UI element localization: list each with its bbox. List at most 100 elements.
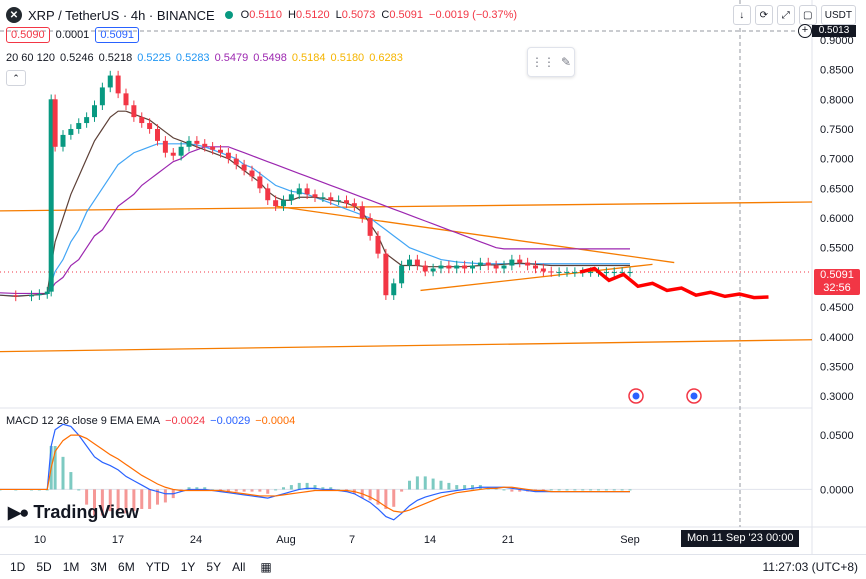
bid-price[interactable]: 0.5090: [6, 27, 50, 43]
calendar-icon[interactable]: ▦: [260, 560, 272, 574]
trend-line: [275, 205, 675, 264]
add-alert-plus-icon[interactable]: +: [798, 24, 812, 38]
ma-legend-value: 0.5225: [137, 52, 171, 64]
candle-body: [147, 123, 153, 129]
range-button[interactable]: All: [232, 560, 246, 574]
x-tick-label: 10: [34, 534, 46, 546]
candle-body: [52, 99, 58, 147]
range-button[interactable]: YTD: [145, 560, 170, 574]
x-tick-label: 21: [502, 534, 514, 546]
ma-legend-label: 20 60 120: [6, 52, 55, 64]
macd-histogram-bar: [447, 482, 451, 490]
range-button[interactable]: 5D: [36, 560, 52, 574]
candle-body: [391, 283, 397, 296]
y-tick-label: 0.4500: [820, 302, 854, 314]
macd-histogram-bar: [392, 489, 396, 507]
macd-histogram-bar: [53, 446, 57, 490]
xrp-logo-icon: ✕: [6, 7, 22, 23]
macd-histogram-bar: [612, 489, 616, 491]
macd-histogram-bar: [597, 489, 600, 491]
download-icon[interactable]: ↓: [732, 5, 751, 25]
x-tick-label: Sep: [620, 534, 640, 546]
crosshair-price-tag: 0.5013: [812, 25, 856, 37]
macd-histogram-bar: [581, 489, 585, 491]
candle-body: [375, 235, 381, 254]
drag-handle-icon[interactable]: ⋮⋮: [530, 55, 555, 69]
macd-signal-line: [0, 434, 630, 513]
candle-body: [572, 272, 578, 274]
brush-icon[interactable]: ✎: [560, 55, 572, 69]
utc-clock[interactable]: 11:27:03 (UTC+8): [762, 560, 859, 574]
currency-button[interactable]: USDT: [820, 5, 856, 25]
y-tick-label: 0.5500: [820, 243, 854, 255]
macd-histogram-bar: [321, 487, 325, 490]
macd-histogram-bar: [502, 489, 506, 491]
range-button[interactable]: 5Y: [206, 560, 222, 574]
candle-body: [588, 272, 594, 274]
ma-legend-value: 0.5180: [330, 52, 365, 64]
range-button[interactable]: 1M: [62, 560, 80, 574]
macd-histogram-bar: [471, 485, 474, 490]
ma-legend[interactable]: 20 60 120 0.5246 0.5218 0.5225 0.5283 0.5479…: [6, 52, 403, 64]
tradingview-logo[interactable]: ▶● TradingView: [8, 502, 139, 523]
candle-body: [60, 134, 66, 147]
collapse-legend-chevron-icon[interactable]: ⌃: [6, 70, 26, 86]
candle-body: [619, 272, 625, 274]
macd-legend[interactable]: MACD 12 26 close 9 EMA EMA −0.0024 −0.002…: [6, 415, 295, 427]
macd-histogram-bar: [195, 487, 199, 490]
macd-histogram-bar: [242, 489, 246, 492]
candle-body: [454, 265, 460, 269]
macd-histogram-bar: [100, 489, 104, 516]
spread-value: 0.0001: [55, 29, 90, 41]
macd-histogram-bar: [589, 489, 593, 491]
candle-body: [296, 188, 302, 195]
ma-legend-value: 0.5283: [175, 52, 210, 64]
candle-body: [438, 265, 444, 269]
refresh-icon[interactable]: ⟳: [754, 5, 773, 25]
y-tick-label: 0.8500: [820, 65, 854, 77]
candle-body: [556, 272, 562, 274]
y-tick-label: 0.4000: [820, 332, 854, 344]
macd-histogram-bar: [124, 489, 128, 514]
macd-histogram-bar: [423, 476, 427, 490]
ohlc-change: −0.0019 (−0.37%): [429, 9, 518, 21]
macd-histogram-bar: [384, 489, 388, 509]
candle-body: [123, 93, 129, 106]
candle-body: [383, 253, 389, 296]
range-button[interactable]: 1D: [10, 560, 26, 574]
trend-line: [0, 339, 813, 353]
y-tick-label: 0.9000: [820, 35, 854, 47]
candle-body: [509, 259, 515, 266]
candle-body: [233, 158, 239, 165]
symbol-title[interactable]: XRP / TetherUS · 4h · BINANCE: [28, 7, 215, 23]
macd-histogram-bar: [226, 489, 230, 492]
ohlc-open: O0.5110: [240, 9, 283, 21]
y-tick-label: 0.6000: [820, 213, 854, 225]
candle-body: [84, 117, 90, 124]
fullscreen-icon[interactable]: ⤢: [776, 5, 795, 25]
ask-price[interactable]: 0.5091: [95, 27, 139, 43]
drawing-tools-panel[interactable]: ⋮⋮ ✎: [527, 47, 575, 77]
candle-body: [194, 140, 200, 144]
candle-body: [273, 200, 279, 207]
candle-body: [367, 218, 373, 236]
macd-histogram-bar: [431, 478, 435, 490]
macd-legend-value: −0.0004: [255, 415, 296, 427]
macd-histogram-bar: [463, 485, 467, 490]
candle-body: [99, 87, 105, 106]
macd-histogram-bar: [565, 489, 569, 491]
candle-body: [48, 99, 54, 292]
us-economic-event-dot: [690, 392, 698, 400]
candle-body: [131, 105, 137, 118]
candle-body: [155, 128, 160, 141]
screenshot-icon[interactable]: ▢: [798, 5, 817, 25]
candle-body: [525, 262, 531, 266]
candle-body: [446, 265, 452, 269]
brand-name: TradingView: [33, 502, 140, 522]
candle-body: [29, 295, 34, 297]
range-button[interactable]: 1Y: [180, 560, 196, 574]
y-tick-label: 0.7000: [820, 154, 854, 166]
range-button[interactable]: 3M: [90, 560, 108, 574]
range-button[interactable]: 6M: [118, 560, 135, 574]
